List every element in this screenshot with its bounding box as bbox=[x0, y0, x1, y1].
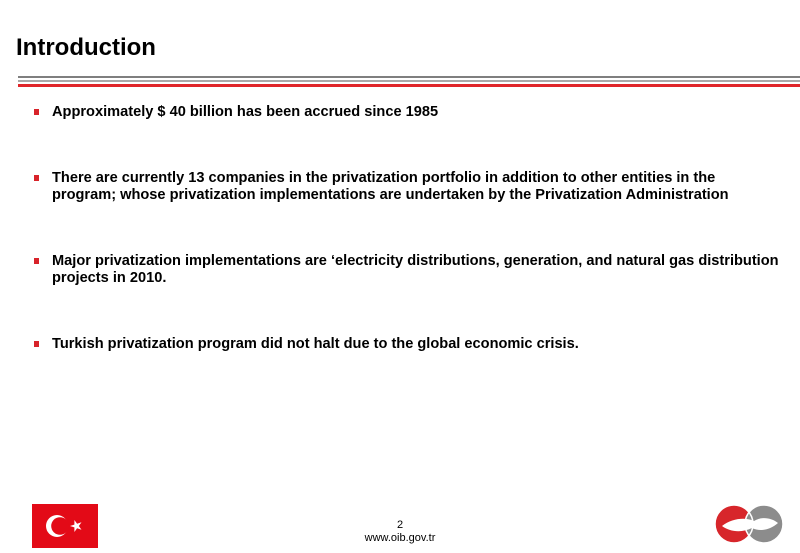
website-link[interactable]: www.oib.gov.tr bbox=[364, 532, 436, 544]
bullet-marker-icon bbox=[34, 258, 39, 264]
oib-logo-icon bbox=[712, 500, 786, 548]
bullet-marker-icon bbox=[34, 109, 39, 115]
bullet-text: Major privatization implementations are … bbox=[52, 253, 779, 286]
title-divider-red bbox=[18, 84, 800, 87]
bullet-list: Approximately $ 40 billion has been accr… bbox=[34, 104, 779, 353]
bullet-text: There are currently 13 companies in the … bbox=[52, 170, 729, 203]
title-divider-dark bbox=[18, 76, 800, 78]
turkish-flag-icon bbox=[32, 504, 98, 548]
bullet-text: Approximately $ 40 billion has been accr… bbox=[52, 104, 439, 120]
bullet-item: Turkish privatization program did not ha… bbox=[34, 336, 779, 353]
page-number: 2 bbox=[396, 519, 404, 531]
bullet-item: Major privatization implementations are … bbox=[34, 253, 779, 287]
title-divider-light bbox=[18, 80, 800, 82]
slide-title: Introduction bbox=[16, 34, 156, 61]
bullet-item: Approximately $ 40 billion has been accr… bbox=[34, 104, 779, 121]
bullet-marker-icon bbox=[34, 175, 39, 181]
bullet-marker-icon bbox=[34, 341, 39, 347]
footer: 2 www.oib.gov.tr bbox=[0, 519, 800, 545]
bullet-text: Turkish privatization program did not ha… bbox=[52, 336, 579, 352]
bullet-item: There are currently 13 companies in the … bbox=[34, 170, 779, 204]
